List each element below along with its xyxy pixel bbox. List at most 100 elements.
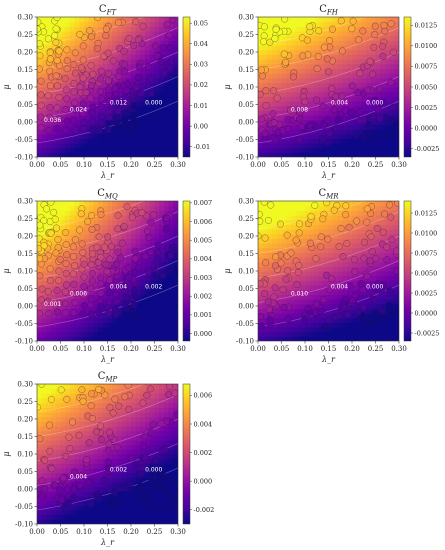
heatmap-cell xyxy=(51,68,57,74)
scatter-point xyxy=(368,247,376,255)
heatmap-cell xyxy=(380,336,386,341)
heatmap-cell xyxy=(347,96,353,102)
heatmap-cell xyxy=(281,115,287,121)
heatmap-cell xyxy=(319,35,325,41)
heatmap-cell xyxy=(328,327,334,333)
scatter-point xyxy=(114,72,123,80)
heatmap-cell xyxy=(389,87,395,93)
heatmap-cell xyxy=(37,119,43,125)
heatmap-cell xyxy=(69,435,76,441)
heatmap-cell xyxy=(281,45,287,51)
x-tick-label: 0.15 xyxy=(321,161,337,169)
heatmap-cell xyxy=(347,129,353,135)
heatmap-cell xyxy=(93,510,99,516)
heatmap-cell xyxy=(163,138,170,144)
scatter-point xyxy=(120,125,128,133)
heatmap-cell xyxy=(88,317,94,323)
heatmap-cell xyxy=(168,82,174,88)
heatmap-cell xyxy=(51,119,57,125)
heatmap-cell xyxy=(149,54,156,60)
heatmap-cell xyxy=(98,402,104,408)
heatmap-cell xyxy=(323,308,330,314)
scatter-point xyxy=(121,116,129,124)
scatter-point xyxy=(114,248,122,256)
scatter-point xyxy=(389,48,397,56)
heatmap-cell xyxy=(173,238,178,244)
heatmap-cell xyxy=(88,219,94,225)
heatmap-cell xyxy=(290,143,297,149)
heatmap-cell xyxy=(309,143,315,149)
heatmap-cell xyxy=(272,105,278,111)
heatmap-cell xyxy=(300,238,306,244)
scatter-point xyxy=(93,44,102,52)
heatmap-cell xyxy=(333,322,339,328)
heatmap-cell xyxy=(69,412,76,418)
heatmap-cell xyxy=(347,233,353,239)
scatter-point xyxy=(40,217,48,225)
heatmap-cell xyxy=(356,257,362,263)
heatmap-cell xyxy=(262,124,268,130)
heatmap-cell xyxy=(41,105,47,111)
heatmap-cell xyxy=(347,68,353,74)
heatmap-cell xyxy=(337,205,344,211)
heatmap-cell xyxy=(140,308,146,314)
heatmap-cell xyxy=(93,303,99,309)
heatmap-cell xyxy=(88,101,94,107)
heatmap-cell xyxy=(65,496,71,502)
heatmap-cell xyxy=(51,101,57,107)
scatter-point xyxy=(120,222,128,231)
heatmap-cell xyxy=(384,21,391,27)
heatmap-cell xyxy=(37,482,43,488)
heatmap-cell xyxy=(258,303,264,309)
heatmap-cell xyxy=(74,63,80,69)
heatmap-cell xyxy=(65,210,71,216)
heatmap-cell xyxy=(258,224,264,230)
heatmap-cell xyxy=(295,275,301,281)
heatmap-cell xyxy=(173,119,178,125)
heatmap-cell xyxy=(55,519,62,524)
scatter-point xyxy=(62,228,70,237)
heatmap-cell xyxy=(102,472,109,478)
scatter-point xyxy=(97,103,105,111)
heatmap-cell xyxy=(262,229,268,235)
heatmap-cell xyxy=(168,40,174,46)
scatter-point xyxy=(137,89,145,97)
heatmap-cell xyxy=(281,215,287,221)
heatmap-cell xyxy=(342,82,348,88)
scatter-point xyxy=(387,78,395,86)
heatmap-cell xyxy=(267,138,273,144)
heatmap-cell xyxy=(300,63,306,69)
heatmap-cell xyxy=(337,247,344,253)
heatmap-cell xyxy=(281,147,287,153)
heatmap-cell xyxy=(319,266,325,272)
heatmap-cell xyxy=(60,384,66,390)
heatmap-cell xyxy=(126,257,132,263)
heatmap-cell xyxy=(276,294,283,300)
heatmap-cell xyxy=(163,275,170,281)
heatmap-cell xyxy=(173,261,178,267)
heatmap-cell xyxy=(300,143,306,149)
heatmap-cell xyxy=(352,322,358,328)
scatter-point xyxy=(76,30,84,38)
heatmap-cell xyxy=(281,40,287,46)
heatmap-cell xyxy=(389,294,395,300)
heatmap-cell xyxy=(140,73,146,79)
heatmap-cell xyxy=(366,294,372,300)
heatmap-cell xyxy=(262,152,268,157)
heatmap-cell xyxy=(328,243,334,249)
heatmap-cell xyxy=(60,393,66,399)
heatmap-cell xyxy=(60,59,66,65)
scatter-point xyxy=(44,35,52,43)
heatmap-cell xyxy=(366,82,372,88)
heatmap-cell xyxy=(290,229,297,235)
heatmap-cell xyxy=(281,110,287,116)
heatmap-cell xyxy=(173,91,178,97)
heatmap-cell xyxy=(347,238,353,244)
heatmap-cell xyxy=(154,233,160,239)
heatmap-cell xyxy=(88,21,94,27)
heatmap-cell xyxy=(41,505,47,511)
scatter-point xyxy=(79,248,87,257)
heatmap-cell xyxy=(352,45,358,51)
heatmap-cell xyxy=(262,17,268,23)
heatmap-cell xyxy=(79,505,85,511)
